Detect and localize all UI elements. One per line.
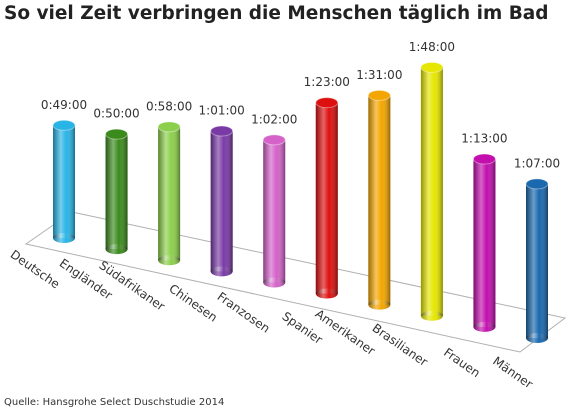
bar-top (472, 153, 496, 165)
bar-top (210, 125, 234, 137)
bar-top (525, 178, 549, 190)
bar-top (420, 61, 444, 73)
bar-bottom-shade (420, 310, 443, 321)
bar-top (52, 119, 76, 131)
bar-shade (526, 183, 548, 338)
bar-shade (158, 126, 181, 261)
bar-shade (105, 134, 128, 250)
chart-title: So viel Zeit verbringen die Menschen täg… (4, 3, 549, 24)
bar-shade (315, 102, 338, 294)
bar-bottom-shade (473, 321, 496, 332)
bar-top (105, 128, 129, 140)
bar-shade (368, 95, 391, 305)
bar-shade (263, 139, 286, 283)
bar-bottom-shade (263, 277, 286, 288)
bar-bottom-shade (210, 266, 233, 277)
x-tick-label: Chinesen (166, 281, 220, 324)
bar-top (315, 97, 339, 109)
bar-shade (473, 158, 496, 327)
value-label: 1:48:00 (409, 40, 455, 54)
value-label: 1:02:00 (251, 112, 297, 126)
x-tick-label: Männer (490, 354, 535, 391)
value-label: 1:07:00 (514, 156, 560, 170)
value-label: 1:23:00 (304, 75, 350, 89)
bar-shade (420, 67, 443, 316)
x-tick-label: Frauen (441, 345, 483, 380)
x-tick-label: Deutsche (8, 247, 63, 291)
bar-top (367, 89, 391, 101)
bar-shade (53, 125, 75, 238)
value-label: 0:58:00 (146, 99, 192, 113)
value-label: 1:13:00 (461, 131, 507, 145)
bar-top (262, 134, 286, 146)
bar-bottom-shade (53, 233, 75, 243)
source: Quelle: Hansgrohe Select Duschstudie 201… (4, 397, 224, 408)
bar-top (157, 121, 181, 133)
value-label: 1:31:00 (356, 68, 402, 82)
bar-bottom-shade (105, 244, 128, 255)
value-label: 0:50:00 (93, 107, 139, 121)
value-label: 0:49:00 (41, 98, 87, 112)
bar-bottom-shade (158, 255, 181, 266)
bar-bottom-shade (526, 333, 548, 343)
bar-bottom-shade (368, 299, 391, 310)
bar-shade (210, 131, 233, 272)
value-label: 1:01:00 (199, 104, 245, 118)
bar-bottom-shade (315, 288, 338, 299)
